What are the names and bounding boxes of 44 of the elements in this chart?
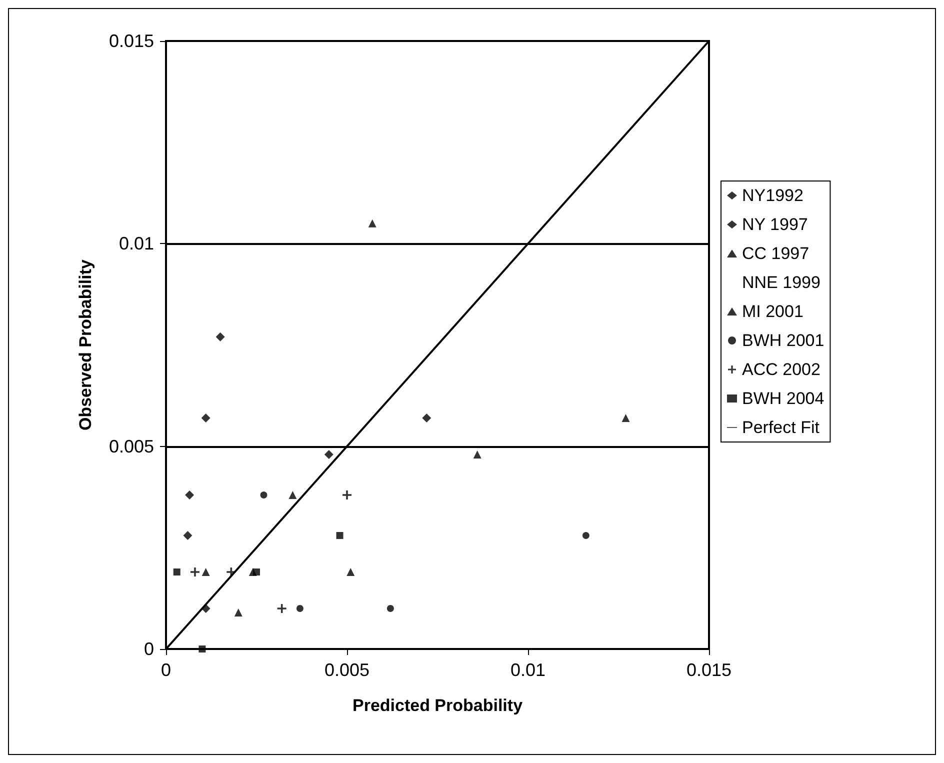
point bbox=[342, 490, 352, 500]
point bbox=[277, 604, 286, 613]
legend-label: NY1992 bbox=[742, 186, 804, 205]
x-tick-label: 0.01 bbox=[510, 660, 546, 680]
legend-label: NY 1997 bbox=[742, 215, 808, 234]
legend-label: BWH 2004 bbox=[742, 389, 824, 408]
point bbox=[183, 531, 192, 540]
point bbox=[288, 490, 297, 499]
legend-label: BWH 2001 bbox=[742, 331, 824, 350]
point bbox=[346, 568, 355, 576]
point bbox=[226, 567, 236, 576]
x-tick-label: 0.015 bbox=[686, 660, 732, 680]
y-tick-label: 0 bbox=[144, 639, 154, 659]
point bbox=[253, 568, 260, 576]
point bbox=[336, 532, 344, 540]
x-axis-title: Predicted Probability bbox=[352, 696, 524, 715]
point bbox=[260, 491, 268, 498]
point bbox=[234, 608, 242, 617]
legend-label: MI 2001 bbox=[742, 302, 804, 321]
x-tick-label: 0 bbox=[160, 660, 172, 680]
point bbox=[622, 414, 630, 422]
y-tick-label: 0.01 bbox=[118, 234, 154, 254]
point bbox=[202, 568, 210, 576]
point bbox=[422, 413, 432, 422]
x-tick-label: 0.005 bbox=[324, 660, 370, 680]
point bbox=[190, 567, 200, 576]
legend-label: ACC 2002 bbox=[742, 360, 820, 379]
point bbox=[185, 490, 194, 500]
y-tick-label: 0.015 bbox=[108, 31, 154, 51]
legend-label: CC 1997 bbox=[742, 244, 810, 263]
y-axis-title: Observed Probability bbox=[76, 258, 95, 430]
point bbox=[368, 219, 376, 228]
point bbox=[473, 450, 482, 458]
point bbox=[324, 450, 334, 459]
legend-label: Perfect Fit bbox=[742, 418, 820, 437]
point bbox=[173, 568, 180, 576]
legend-label: NNE 1999 bbox=[742, 273, 820, 292]
point bbox=[296, 604, 304, 612]
point bbox=[198, 646, 206, 652]
point bbox=[386, 604, 394, 612]
y-tick-label: 0.005 bbox=[108, 436, 154, 456]
point bbox=[201, 413, 210, 422]
point bbox=[216, 332, 225, 342]
point bbox=[582, 532, 590, 540]
